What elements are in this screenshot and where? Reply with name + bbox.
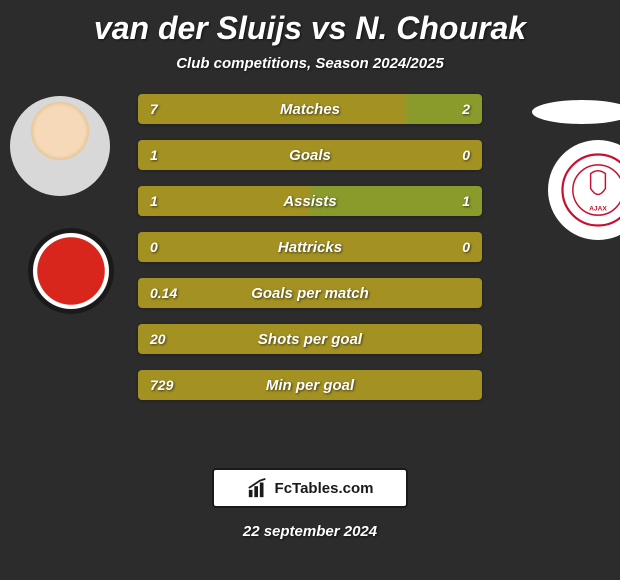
chart-icon	[247, 477, 269, 499]
brand-text: FcTables.com	[275, 480, 374, 497]
stat-label: Matches	[138, 94, 482, 124]
subtitle: Club competitions, Season 2024/2025	[0, 55, 620, 72]
stat-bars: 72Matches 10Goals 11Assists 00Hattricks 0.14…	[138, 94, 482, 416]
date-text: 22 september 2024	[0, 523, 620, 540]
svg-text:AJAX: AJAX	[589, 206, 607, 213]
player-right-flag	[532, 100, 620, 124]
club-right-badge: AJAX	[548, 140, 620, 240]
stat-label: Goals per match	[138, 278, 482, 308]
stat-row: 10Goals	[138, 140, 482, 170]
stat-label: Assists	[138, 186, 482, 216]
stat-row: 0.14Goals per match	[138, 278, 482, 308]
page-title: van der Sluijs vs N. Chourak	[0, 0, 620, 47]
stat-label: Min per goal	[138, 370, 482, 400]
stat-label: Shots per goal	[138, 324, 482, 354]
stat-row: 20Shots per goal	[138, 324, 482, 354]
player-left-avatar	[10, 96, 110, 196]
club-left-badge	[28, 228, 114, 314]
stat-row: 72Matches	[138, 94, 482, 124]
stat-row: 729Min per goal	[138, 370, 482, 400]
stat-row: 11Assists	[138, 186, 482, 216]
ajax-logo-icon: AJAX	[561, 153, 620, 227]
stat-label: Goals	[138, 140, 482, 170]
stat-row: 00Hattricks	[138, 232, 482, 262]
stat-label: Hattricks	[138, 232, 482, 262]
brand-badge: FcTables.com	[212, 468, 408, 508]
